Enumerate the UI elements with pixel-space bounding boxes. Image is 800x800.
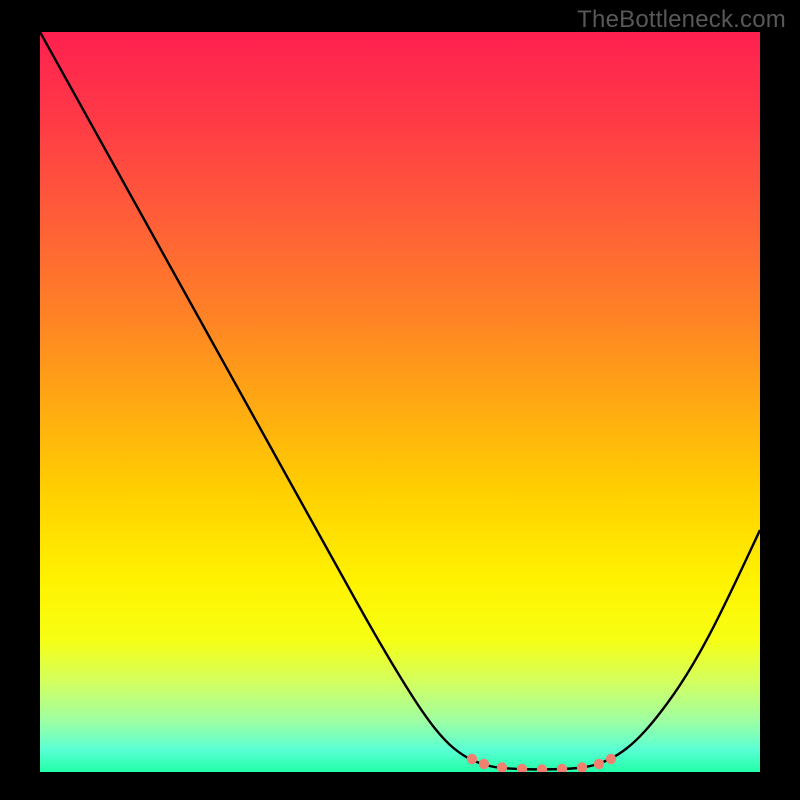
- bottleneck-curve-path: [40, 32, 760, 769]
- watermark-text: TheBottleneck.com: [577, 6, 786, 34]
- optimum-markers: [467, 754, 616, 772]
- optimum-marker: [537, 764, 547, 772]
- optimum-marker: [497, 762, 507, 772]
- optimum-marker: [594, 759, 604, 769]
- optimum-marker: [479, 759, 489, 769]
- optimum-marker: [517, 764, 527, 772]
- optimum-marker: [467, 754, 477, 764]
- chart-container: TheBottleneck.com: [0, 0, 800, 800]
- plot-area: [40, 32, 760, 772]
- bottleneck-curve-svg: [40, 32, 760, 772]
- optimum-marker: [577, 762, 587, 772]
- optimum-marker: [557, 764, 567, 772]
- optimum-marker: [606, 754, 616, 764]
